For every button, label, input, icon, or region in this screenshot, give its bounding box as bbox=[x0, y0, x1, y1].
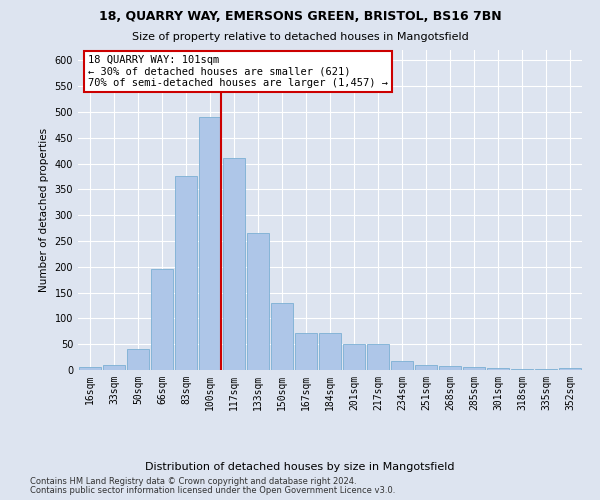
Text: 18 QUARRY WAY: 101sqm
← 30% of detached houses are smaller (621)
70% of semi-det: 18 QUARRY WAY: 101sqm ← 30% of detached … bbox=[88, 55, 388, 88]
Bar bbox=[175, 176, 197, 370]
Y-axis label: Number of detached properties: Number of detached properties bbox=[39, 128, 49, 292]
Bar bbox=[367, 344, 389, 370]
Bar bbox=[319, 333, 341, 370]
Bar bbox=[103, 365, 125, 370]
Bar bbox=[223, 158, 245, 370]
Bar bbox=[439, 366, 461, 370]
Bar bbox=[295, 333, 317, 370]
Text: Size of property relative to detached houses in Mangotsfield: Size of property relative to detached ho… bbox=[131, 32, 469, 42]
Text: Contains HM Land Registry data © Crown copyright and database right 2024.: Contains HM Land Registry data © Crown c… bbox=[30, 477, 356, 486]
Bar bbox=[247, 233, 269, 370]
Bar bbox=[391, 360, 413, 370]
Bar bbox=[487, 368, 509, 370]
Text: Distribution of detached houses by size in Mangotsfield: Distribution of detached houses by size … bbox=[145, 462, 455, 472]
Text: 18, QUARRY WAY, EMERSONS GREEN, BRISTOL, BS16 7BN: 18, QUARRY WAY, EMERSONS GREEN, BRISTOL,… bbox=[98, 10, 502, 23]
Bar bbox=[511, 369, 533, 370]
Bar bbox=[343, 344, 365, 370]
Bar bbox=[271, 303, 293, 370]
Bar bbox=[199, 117, 221, 370]
Bar bbox=[127, 350, 149, 370]
Bar bbox=[559, 368, 581, 370]
Bar bbox=[79, 368, 101, 370]
Bar bbox=[151, 270, 173, 370]
Text: Contains public sector information licensed under the Open Government Licence v3: Contains public sector information licen… bbox=[30, 486, 395, 495]
Bar bbox=[463, 368, 485, 370]
Bar bbox=[415, 365, 437, 370]
